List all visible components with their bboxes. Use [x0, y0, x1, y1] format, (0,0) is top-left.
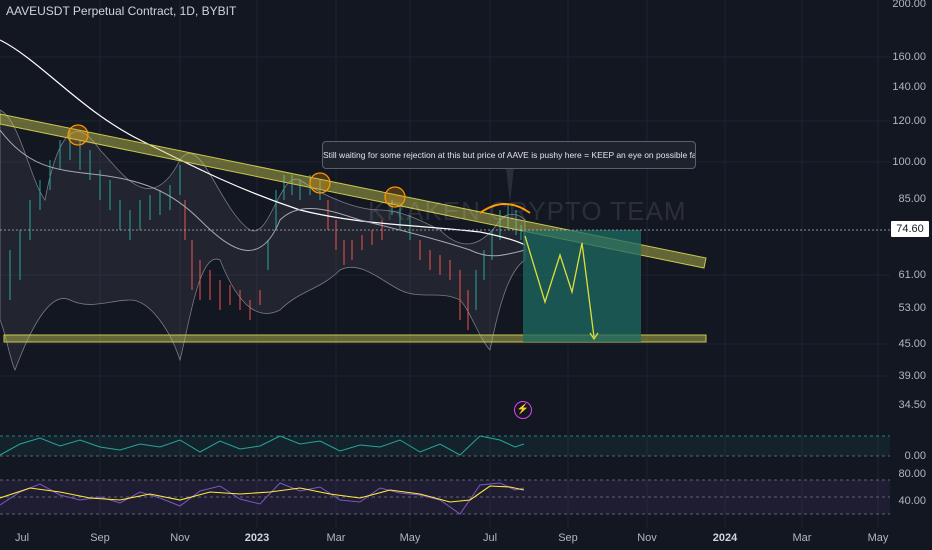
projection-arrowhead — [589, 332, 599, 341]
chart-title: AAVEUSDT Perpetual Contract, 1D, BYBIT — [6, 4, 237, 18]
time-label: Mar — [326, 532, 346, 544]
price-tick: 39.00 — [898, 370, 926, 382]
rsi-band — [0, 436, 890, 456]
price-candles — [9, 130, 522, 330]
stoch-d-line — [0, 485, 525, 503]
support-zone[interactable] — [3, 334, 707, 343]
time-label: Nov — [170, 532, 190, 544]
price-tick: 53.00 — [898, 302, 926, 314]
time-label: 2024 — [712, 532, 738, 544]
price-tick: 85.00 — [898, 193, 926, 205]
rejection-arc — [479, 203, 531, 214]
price-tick: 140.00 — [892, 81, 926, 93]
time-label: May — [867, 532, 889, 544]
time-label: 2023 — [244, 532, 270, 544]
price-tick: 45.00 — [898, 338, 926, 350]
time-label: Sep — [90, 532, 110, 544]
ma-50-line — [0, 129, 526, 257]
price-tick: 200.00 — [892, 0, 926, 10]
bollinger-band — [0, 109, 526, 372]
rejection-circle-2 — [309, 172, 331, 194]
projection-path — [524, 235, 595, 338]
lightning-icon[interactable]: ⚡ — [514, 401, 532, 419]
price-tick: 100.00 — [892, 156, 926, 168]
time-label: Jul — [482, 532, 498, 544]
time-axis[interactable]: Jul Sep Nov 2023 Mar May Jul Sep Nov 202… — [0, 528, 890, 550]
price-tick: 160.00 — [892, 51, 926, 63]
price-axis[interactable]: 200.00 160.00 140.00 120.00 100.00 85.00… — [890, 0, 932, 530]
annotation-callout[interactable]: Still waiting for some rejection at this… — [322, 141, 696, 169]
short-target-box[interactable] — [523, 230, 641, 342]
current-price-label: 74.60 — [891, 221, 929, 237]
callout-pointer — [506, 167, 514, 203]
stoch-tick: 40.00 — [898, 495, 926, 507]
price-tick: 34.50 — [898, 399, 926, 411]
rsi-line — [0, 435, 525, 456]
time-label: Jul — [14, 532, 30, 544]
watermark-text: KRAKEN CRYPTO TEAM — [368, 196, 687, 226]
time-label: Nov — [637, 532, 657, 544]
descending-trendline[interactable] — [0, 113, 707, 269]
rejection-circle-1 — [67, 124, 89, 146]
time-label: May — [399, 532, 421, 544]
stoch-tick: 80.00 — [898, 468, 926, 480]
time-label: Mar — [792, 532, 812, 544]
price-tick: 120.00 — [892, 115, 926, 127]
rejection-circle-3 — [384, 186, 406, 208]
time-label: Sep — [558, 532, 578, 544]
rsi-tick: 0.00 — [904, 450, 926, 462]
price-tick: 61.00 — [898, 269, 926, 281]
ma-200-line — [0, 39, 526, 246]
